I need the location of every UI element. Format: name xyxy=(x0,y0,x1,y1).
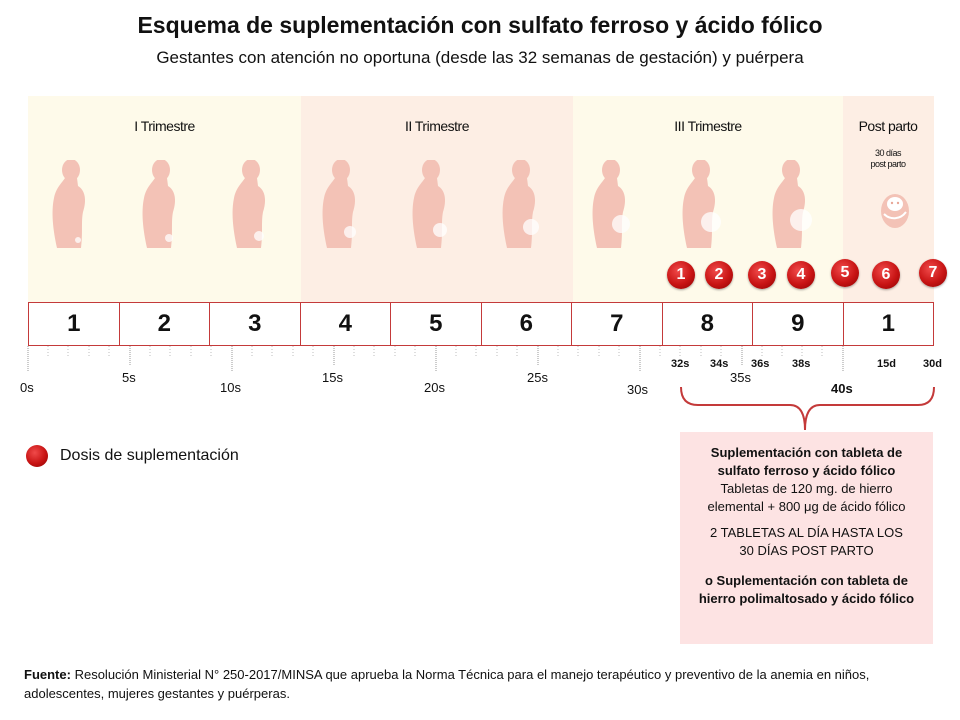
dose-marker-5: 5 xyxy=(831,259,859,287)
pregnancy-figure-icon xyxy=(772,160,806,248)
week-label-5: 5s xyxy=(122,370,136,385)
month-cell-3: 3 xyxy=(210,303,301,345)
month-cell-2: 2 xyxy=(120,303,210,345)
dose-legend-icon xyxy=(26,445,48,467)
week-ruler xyxy=(27,346,844,372)
source-footnote: Fuente: Resolución Ministerial N° 250-20… xyxy=(24,665,944,703)
dose-marker-1: 1 xyxy=(667,261,695,289)
week-label-25: 25s xyxy=(527,370,548,385)
month-cell-7: 7 xyxy=(572,303,663,345)
month-cell-6: 6 xyxy=(482,303,572,345)
month-cell-8: 8 xyxy=(663,303,753,345)
week-label-20: 20s xyxy=(424,380,445,395)
week-label-30: 30s xyxy=(627,382,648,397)
dose-marker-3: 3 xyxy=(748,261,776,289)
week-label-0: 0s xyxy=(20,380,34,395)
source-label: Fuente: xyxy=(24,667,71,682)
page-title: Esquema de suplementación con sulfato fe… xyxy=(137,12,823,38)
month-timeline: 1 2 3 4 5 6 7 8 9 1 xyxy=(28,302,934,346)
dose-marker-4: 4 xyxy=(787,261,815,289)
dose-week-label-36: 36s xyxy=(751,358,770,370)
postpartum-note: 30 días post parto xyxy=(843,148,933,170)
source-text: Resolución Ministerial N° 250-2017/MINSA… xyxy=(24,667,870,701)
pregnancy-figure-icon xyxy=(592,160,626,248)
month-cell-5: 5 xyxy=(391,303,482,345)
postpartum-day-label-30: 30d xyxy=(923,358,942,370)
month-cell-9: 9 xyxy=(753,303,844,345)
trimester-label-1: I Trimestre xyxy=(134,118,195,134)
range-brace xyxy=(680,386,935,431)
month-cell-1: 1 xyxy=(29,303,120,345)
trimester-label-2: II Trimestre xyxy=(404,118,470,134)
month-cell-postpartum: 1 xyxy=(881,310,895,337)
week-label-40: 40s xyxy=(831,381,853,396)
supplementation-info-box: Suplementación con tableta de sulfato fe… xyxy=(680,432,933,644)
week-label-10: 10s xyxy=(220,380,241,395)
newborn-icon xyxy=(881,194,909,228)
dose-marker-6: 6 xyxy=(872,261,900,289)
trimester-label-3: III Trimestre xyxy=(674,118,742,134)
postpartum-note-line2: post parto xyxy=(870,159,906,169)
dose-week-label-32: 32s xyxy=(671,358,690,370)
pregnancy-figure-icon xyxy=(682,160,716,248)
month-cell-4: 4 xyxy=(301,303,391,345)
pregnancy-figures xyxy=(52,160,812,248)
dose-week-label-34: 34s xyxy=(710,358,729,370)
postpartum-day-label-15: 15d xyxy=(877,358,896,370)
postpartum-label: Post parto xyxy=(858,118,918,134)
info-heading: Suplementación con tableta de sulfato fe… xyxy=(710,445,903,478)
dose-legend-label: Dosis de suplementación xyxy=(60,447,239,464)
info-dosage: 2 TABLETAS AL DÍA HASTA LOS 30 DÍAS POST… xyxy=(710,525,903,558)
week-label-15: 15s xyxy=(322,370,343,385)
week-label-35: 35s xyxy=(730,370,751,385)
dose-week-label-38: 38s xyxy=(792,358,811,370)
info-alternative: o Suplementación con tableta de hierro p… xyxy=(698,573,915,606)
page-subtitle: Gestantes con atención no oportuna (desd… xyxy=(156,48,804,67)
dose-marker-7: 7 xyxy=(919,259,947,287)
postpartum-note-line1: 30 días xyxy=(874,148,902,158)
pregnancy-figure-icon xyxy=(52,160,86,248)
dose-marker-2: 2 xyxy=(705,261,733,289)
info-detail: Tabletas de 120 mg. de hierro elemental … xyxy=(707,481,906,514)
